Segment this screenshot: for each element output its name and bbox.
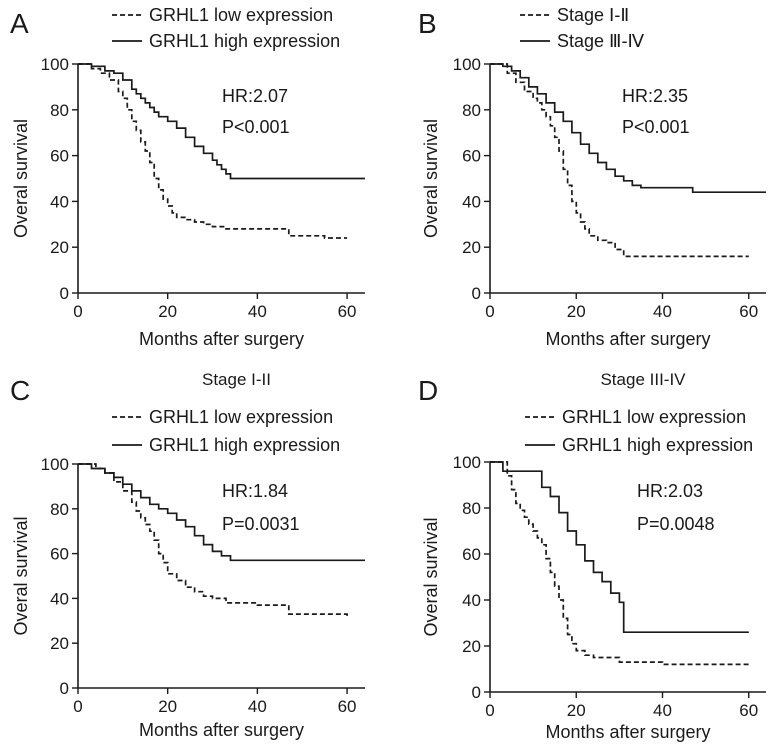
legend-entry: GRHL1 high expression: [149, 31, 340, 51]
panel-letter: B: [418, 8, 437, 39]
legend-entry: GRHL1 high expression: [149, 435, 340, 455]
dashed-survival-curve: [490, 63, 749, 258]
x-tick-label: 40: [653, 302, 672, 321]
x-axis-label: Months after surgery: [139, 720, 304, 740]
x-tick-label: 20: [158, 697, 177, 716]
x-tick-label: 40: [653, 701, 672, 720]
panel-a: A 0 20 40 60 80 100 0 20 40 60 Months after surgery…: [10, 5, 365, 349]
y-axis-label: Overal survival: [421, 119, 441, 238]
x-axis-label: Months after surgery: [545, 329, 710, 349]
legend-entry: GRHL1 low expression: [149, 5, 333, 25]
x-tick-label: 60: [338, 302, 357, 321]
panel-subtitle: Stage III-IV: [600, 370, 686, 389]
y-tick-label: 0: [472, 284, 481, 303]
x-axis-label: Months after surgery: [139, 329, 304, 349]
x-tick-label: 40: [248, 302, 267, 321]
solid-survival-curve: [490, 63, 766, 194]
p-value-label: P<0.001: [222, 117, 290, 137]
y-tick-label: 40: [50, 589, 69, 608]
panel-d: D Stage III-IV 0 20 40 60 80 100 0 20 40 60 Months a…: [418, 370, 766, 742]
p-value-label: P=0.0048: [637, 514, 715, 534]
y-axis-label: Overal survival: [11, 119, 31, 238]
y-tick-label: 20: [462, 637, 481, 656]
y-tick-label: 40: [50, 192, 69, 211]
y-tick-label: 100: [453, 453, 481, 472]
legend-entry: GRHL1 low expression: [149, 407, 333, 427]
p-value-label: P=0.0031: [222, 514, 300, 534]
y-tick-label: 0: [472, 683, 481, 702]
x-tick-label: 40: [248, 697, 267, 716]
y-tick-label: 80: [462, 499, 481, 518]
dashed-survival-curve: [78, 463, 348, 617]
solid-survival-curve: [78, 463, 365, 562]
x-tick-label: 60: [739, 302, 758, 321]
dashed-survival-curve: [78, 63, 348, 239]
hazard-ratio-label: HR:1.84: [222, 481, 288, 501]
x-tick-label: 60: [739, 701, 758, 720]
solid-survival-curve: [490, 461, 749, 634]
hazard-ratio-label: HR:2.07: [222, 86, 288, 106]
panel-b: B 0 20 40 60 80 100 0 20 40 60 Months after surgery…: [418, 5, 766, 349]
panel-letter: D: [418, 375, 438, 406]
x-tick-label: 20: [158, 302, 177, 321]
y-tick-label: 20: [50, 634, 69, 653]
panel-subtitle: Stage I-II: [202, 370, 271, 389]
panel-letter: C: [10, 375, 30, 406]
y-tick-label: 100: [41, 55, 69, 74]
y-tick-label: 60: [462, 147, 481, 166]
y-tick-label: 40: [462, 192, 481, 211]
x-tick-label: 0: [73, 302, 82, 321]
y-tick-label: 100: [453, 55, 481, 74]
x-tick-label: 20: [567, 701, 586, 720]
x-tick-label: 0: [485, 701, 494, 720]
legend-entry: Stage Ⅲ-Ⅳ: [557, 31, 644, 51]
y-tick-label: 60: [50, 147, 69, 166]
y-axis-label: Overal survival: [11, 516, 31, 635]
x-tick-label: 20: [567, 302, 586, 321]
y-tick-label: 80: [50, 101, 69, 120]
y-tick-label: 60: [462, 545, 481, 564]
legend-entry: Stage Ⅰ-Ⅱ: [557, 5, 629, 25]
dashed-survival-curve: [490, 461, 749, 666]
legend-entry: GRHL1 low expression: [562, 407, 746, 427]
solid-survival-curve: [78, 63, 365, 180]
panel-c: C Stage I-II 0 20 40 60 80 100 0 20 40 60 Months aft…: [10, 370, 365, 740]
x-axis-label: Months after surgery: [545, 722, 710, 742]
p-value-label: P<0.001: [622, 117, 690, 137]
x-tick-label: 60: [338, 697, 357, 716]
y-tick-label: 40: [462, 591, 481, 610]
hazard-ratio-label: HR:2.03: [637, 481, 703, 501]
y-tick-label: 80: [50, 500, 69, 519]
y-tick-label: 100: [41, 455, 69, 474]
y-tick-label: 0: [60, 679, 69, 698]
x-tick-label: 0: [485, 302, 494, 321]
y-tick-label: 20: [50, 238, 69, 257]
panel-letter: A: [10, 8, 29, 39]
y-tick-label: 60: [50, 545, 69, 564]
y-tick-label: 80: [462, 101, 481, 120]
hazard-ratio-label: HR:2.35: [622, 86, 688, 106]
y-tick-label: 20: [462, 238, 481, 257]
x-tick-label: 0: [73, 697, 82, 716]
legend-entry: GRHL1 high expression: [562, 435, 753, 455]
y-tick-label: 0: [60, 284, 69, 303]
y-axis-label: Overal survival: [421, 517, 441, 636]
